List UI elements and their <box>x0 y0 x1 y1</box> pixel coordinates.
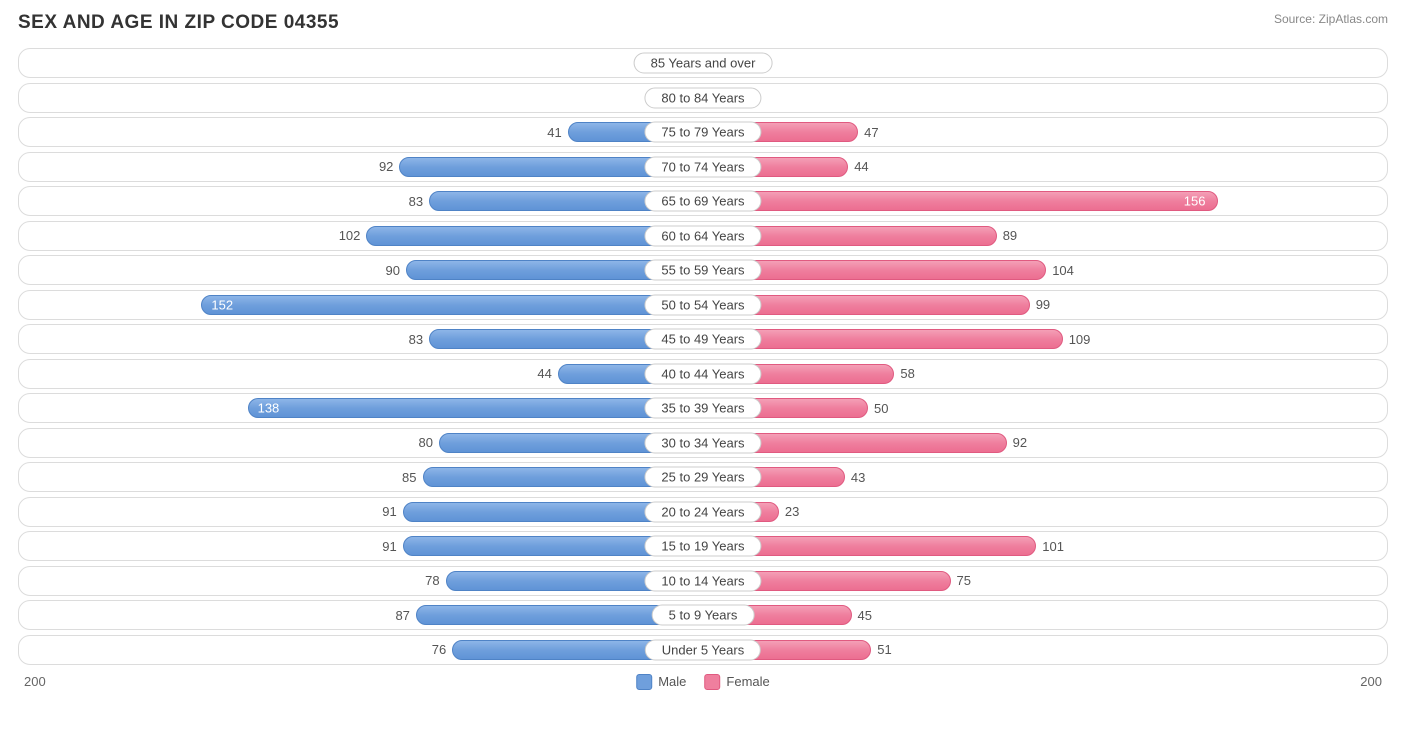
legend-male-label: Male <box>658 674 686 689</box>
male-value: 83 <box>409 194 423 209</box>
female-value: 101 <box>1042 539 1064 554</box>
female-value: 75 <box>957 573 971 588</box>
age-group-label: 45 to 49 Years <box>644 329 761 350</box>
chart-legend: Male Female <box>636 674 770 690</box>
age-group-label: 5 to 9 Years <box>652 605 755 626</box>
age-group-label: 65 to 69 Years <box>644 191 761 212</box>
chart-row: 01385 Years and over <box>18 48 1388 78</box>
chart-row: 41 47 75 to 79 Years <box>18 117 1388 147</box>
age-group-label: 75 to 79 Years <box>644 122 761 143</box>
male-value: 41 <box>547 125 561 140</box>
male-value: 80 <box>419 435 433 450</box>
female-value: 44 <box>854 159 868 174</box>
chart-row: 152 99 50 to 54 Years <box>18 290 1388 320</box>
male-swatch-icon <box>636 674 652 690</box>
female-value: 50 <box>874 401 888 416</box>
chart-row: 78 75 10 to 14 Years <box>18 566 1388 596</box>
female-value: 43 <box>851 470 865 485</box>
age-group-label: 40 to 44 Years <box>644 363 761 384</box>
female-value: 89 <box>1003 228 1017 243</box>
chart-row: 92 44 70 to 74 Years <box>18 152 1388 182</box>
age-group-label: 15 to 19 Years <box>644 536 761 557</box>
age-group-label: 25 to 29 Years <box>644 467 761 488</box>
female-value: 104 <box>1052 263 1074 278</box>
age-group-label: 35 to 39 Years <box>644 398 761 419</box>
male-value: 152 <box>211 297 233 312</box>
chart-row: 80 92 30 to 34 Years <box>18 428 1388 458</box>
male-value: 92 <box>379 159 393 174</box>
female-value: 58 <box>900 366 914 381</box>
chart-row: 91 101 15 to 19 Years <box>18 531 1388 561</box>
male-value: 102 <box>339 228 361 243</box>
female-value: 109 <box>1069 332 1091 347</box>
male-value: 76 <box>432 642 446 657</box>
female-value: 99 <box>1036 297 1050 312</box>
female-value: 45 <box>858 608 872 623</box>
age-group-label: 70 to 74 Years <box>644 156 761 177</box>
age-group-label: 20 to 24 Years <box>644 501 761 522</box>
female-value: 51 <box>877 642 891 657</box>
male-value: 91 <box>382 504 396 519</box>
age-group-label: 30 to 34 Years <box>644 432 761 453</box>
chart-footer: 200 Male Female 200 <box>18 671 1388 693</box>
chart-row: 76 51 Under 5 Years <box>18 635 1388 665</box>
age-group-label: 10 to 14 Years <box>644 570 761 591</box>
chart-header: SEX AND AGE IN ZIP CODE 04355 Source: Zi… <box>18 12 1388 34</box>
chart-source: Source: ZipAtlas.com <box>1274 12 1388 26</box>
age-group-label: 50 to 54 Years <box>644 294 761 315</box>
chart-row: 87 45 5 to 9 Years <box>18 600 1388 630</box>
male-value: 90 <box>386 263 400 278</box>
male-value: 87 <box>395 608 409 623</box>
female-value: 23 <box>785 504 799 519</box>
age-group-label: 60 to 64 Years <box>644 225 761 246</box>
chart-row: 83 156 65 to 69 Years <box>18 186 1388 216</box>
male-value: 91 <box>382 539 396 554</box>
chart-row: 102 89 60 to 64 Years <box>18 221 1388 251</box>
chart-row: 83 109 45 to 49 Years <box>18 324 1388 354</box>
chart-row: 0480 to 84 Years <box>18 83 1388 113</box>
chart-row: 44 58 40 to 44 Years <box>18 359 1388 389</box>
age-group-label: Under 5 Years <box>645 639 761 660</box>
male-value: 44 <box>537 366 551 381</box>
age-group-label: 55 to 59 Years <box>644 260 761 281</box>
chart-row: 138 50 35 to 39 Years <box>18 393 1388 423</box>
male-value: 85 <box>402 470 416 485</box>
female-value: 92 <box>1013 435 1027 450</box>
axis-label-left: 200 <box>24 674 46 689</box>
male-bar <box>248 398 703 418</box>
male-value: 83 <box>409 332 423 347</box>
legend-item-male: Male <box>636 674 686 690</box>
male-value: 78 <box>425 573 439 588</box>
chart-row: 91 23 20 to 24 Years <box>18 497 1388 527</box>
age-sex-chart: 01385 Years and over 0480 to 84 Years 41 47… <box>18 48 1388 665</box>
female-swatch-icon <box>704 674 720 690</box>
axis-label-right: 200 <box>1360 674 1382 689</box>
male-value: 138 <box>258 401 280 416</box>
age-group-label: 85 Years and over <box>634 53 773 74</box>
male-bar <box>201 295 703 315</box>
chart-title: SEX AND AGE IN ZIP CODE 04355 <box>18 12 339 34</box>
chart-row: 90 104 55 to 59 Years <box>18 255 1388 285</box>
legend-female-label: Female <box>726 674 769 689</box>
female-bar <box>703 191 1218 211</box>
female-value: 156 <box>1184 194 1206 209</box>
age-group-label: 80 to 84 Years <box>644 87 761 108</box>
female-value: 47 <box>864 125 878 140</box>
chart-row: 85 43 25 to 29 Years <box>18 462 1388 492</box>
legend-item-female: Female <box>704 674 769 690</box>
